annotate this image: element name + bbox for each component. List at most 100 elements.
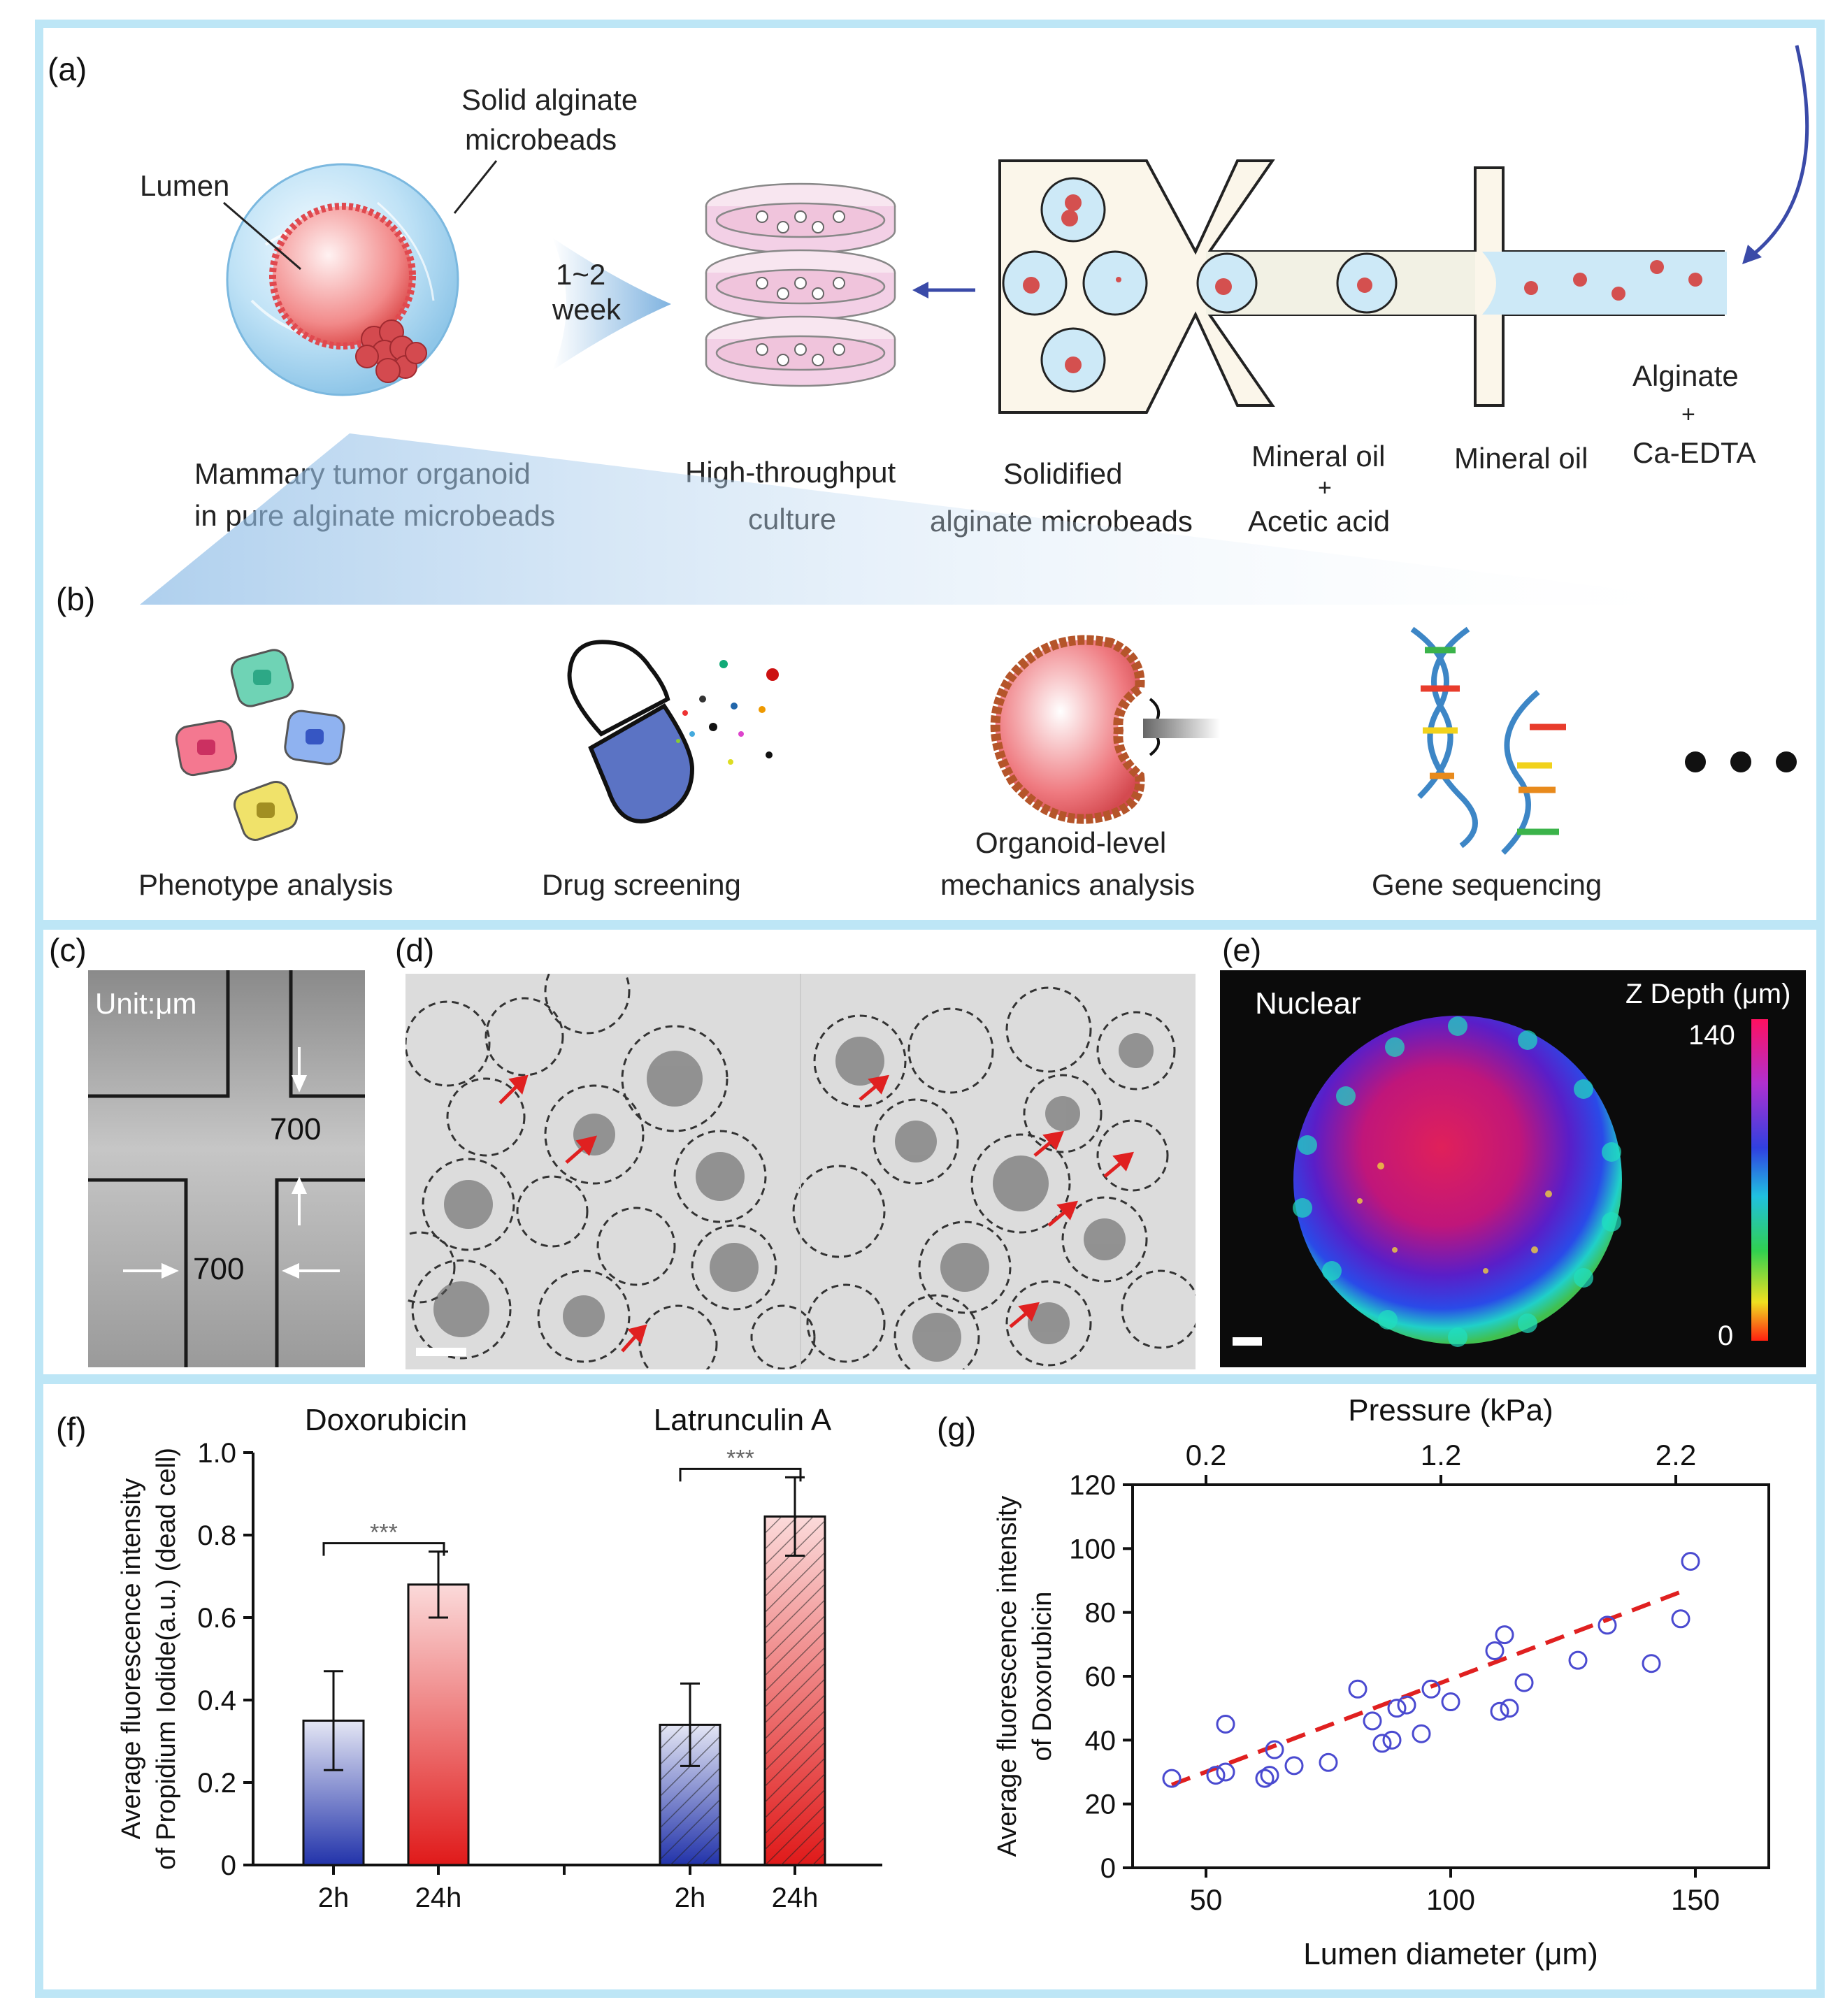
data-point: [1216, 1762, 1235, 1782]
y-axis-label-1: Average fluorescence intensity: [993, 1496, 1022, 1857]
x2-tick-label: 0.2: [1186, 1439, 1226, 1471]
y-tick-label: 80: [1085, 1598, 1117, 1629]
unit-label: Unit:μm: [95, 987, 197, 1020]
panel-d-label: (d): [395, 932, 435, 968]
alginate-caption-1: Alginate: [1632, 359, 1739, 392]
microfluidic-chip-diagram: [998, 45, 1809, 414]
x-tick-label: 100: [1426, 1883, 1475, 1916]
time-label-2: week: [552, 293, 622, 326]
bar-chart: (f) 0 0.2 0.4 0.6 0.8 1.0 Average fluorescence …: [56, 1403, 882, 1913]
x-tick-label: 50: [1190, 1883, 1223, 1916]
data-point: [1162, 1769, 1182, 1788]
mineral-oil-caption: Mineral oil: [1454, 442, 1588, 475]
y-tick-label: 60: [1085, 1662, 1117, 1692]
significance-bracket: [322, 1542, 445, 1556]
y-tick-label: 0.6: [197, 1603, 236, 1634]
microbeads-micrograph: [405, 974, 1196, 1369]
significance-bracket: [679, 1467, 802, 1482]
y-axis-label-2: of Doxorubicin: [1028, 1592, 1057, 1762]
x-tick-label: 150: [1671, 1883, 1720, 1916]
data-point: [1412, 1724, 1431, 1743]
data-point: [1421, 1679, 1441, 1699]
data-point: [1500, 1699, 1519, 1718]
plot-frame: [1131, 1483, 1770, 1869]
x-tick-label: 24h: [415, 1882, 462, 1913]
data-point: [1514, 1673, 1534, 1692]
data-point: [1495, 1625, 1514, 1645]
data-point: [1490, 1701, 1509, 1721]
bar-hatch: [765, 1516, 825, 1865]
left-arrow-icon: [912, 282, 975, 298]
y-tick-label: 0.4: [197, 1685, 236, 1716]
colorbar-min: 0: [1718, 1320, 1734, 1351]
mechanics-caption-2: mechanics analysis: [940, 868, 1196, 901]
data-point: [1485, 1641, 1505, 1660]
panel-g-label: (g): [937, 1411, 976, 1447]
alginate-caption-2: Ca-EDTA: [1632, 436, 1756, 469]
data-point: [1671, 1609, 1690, 1629]
data-point: [1568, 1650, 1588, 1670]
wedge-separator: [140, 433, 1748, 605]
data-point: [1397, 1695, 1416, 1715]
gene-sequencing-caption: Gene sequencing: [1372, 868, 1602, 901]
y-tick-label: 120: [1069, 1470, 1116, 1501]
group-title: Latrunculin A: [654, 1403, 832, 1437]
x2-tick-label: 2.2: [1656, 1439, 1696, 1471]
nuclear-title: Nuclear: [1255, 986, 1361, 1021]
mechanics-caption-1: Organoid-level: [975, 826, 1167, 859]
panel-c-label: (c): [49, 932, 87, 968]
data-point: [1372, 1734, 1392, 1753]
data-point: [1284, 1756, 1304, 1776]
nuclear-confocal-image: Nuclear Z Depth (μm) 140 0: [1220, 970, 1806, 1367]
phenotype-caption: Phenotype analysis: [138, 868, 394, 901]
data-point: [1387, 1699, 1407, 1718]
y-tick-label: 0.8: [197, 1520, 236, 1551]
data-point: [1260, 1766, 1279, 1785]
data-point: [1265, 1740, 1284, 1759]
data-point: [1441, 1692, 1460, 1712]
y-tick-label: 1.0: [197, 1438, 236, 1469]
solidified-caption-1: Solidified: [1003, 457, 1123, 490]
microchannel-micrograph: Unit:μm 700 700: [88, 970, 365, 1367]
panel-a-label: (a): [48, 51, 87, 87]
data-point: [1598, 1615, 1617, 1635]
drug-screening-caption: Drug screening: [542, 868, 741, 901]
time-label-1: 1~2: [556, 258, 606, 291]
data-point: [1348, 1679, 1367, 1699]
fit-line: [1170, 1587, 1687, 1787]
ellipsis-icon: [1685, 751, 1797, 772]
petri-dishes-icon: [705, 182, 896, 387]
x-tick-label: 2h: [318, 1882, 350, 1913]
y-tick-label: 0.2: [197, 1768, 236, 1799]
x2-axis-label: Pressure (kPa): [1348, 1393, 1553, 1427]
scatter-chart: (g) 50 100 150 0 20 40 60 80 100 120 0.2 1.2 2.2 Press…: [937, 1393, 1770, 1971]
phenotype-cells-icon: [175, 649, 345, 841]
data-point: [1681, 1552, 1700, 1571]
x-tick-label: 2h: [675, 1882, 706, 1913]
x2-tick-label: 1.2: [1421, 1439, 1461, 1471]
bar: [407, 1583, 470, 1866]
significance-stars: ***: [726, 1445, 754, 1471]
mineral-acetic-caption-2: Acetic acid: [1248, 505, 1391, 538]
panel-e-label: (e): [1222, 932, 1262, 968]
data-point: [1206, 1766, 1226, 1785]
lumen-label: Lumen: [140, 169, 230, 202]
x-tick-label: 24h: [772, 1882, 819, 1913]
group-title: Doxorubicin: [305, 1403, 467, 1437]
solid-alginate-label-2: microbeads: [465, 123, 617, 156]
mineral-acetic-plus: +: [1318, 475, 1332, 501]
solid-alginate-label-1: Solid alginate: [461, 83, 638, 116]
dna-helix-icon: [1410, 626, 1566, 855]
y-axis-label-2: of Propidium Iodide(a.u.) (dead cell): [152, 1448, 181, 1870]
x-axis-label: Lumen diameter (μm): [1303, 1937, 1598, 1971]
data-point: [1363, 1711, 1382, 1731]
data-point: [1255, 1769, 1275, 1788]
alginate-plus: +: [1681, 401, 1695, 428]
lumen-pointer: [223, 201, 301, 271]
mechanics-organoid-icon: [990, 635, 1220, 824]
y-tick-label: 100: [1069, 1534, 1116, 1564]
drug-capsule-icon: [567, 640, 779, 823]
mineral-acetic-caption-1: Mineral oil: [1251, 440, 1386, 473]
channel-width-bottom: 700: [193, 1252, 245, 1286]
y-axis-label-1: Average fluorescence intensity: [117, 1478, 146, 1840]
